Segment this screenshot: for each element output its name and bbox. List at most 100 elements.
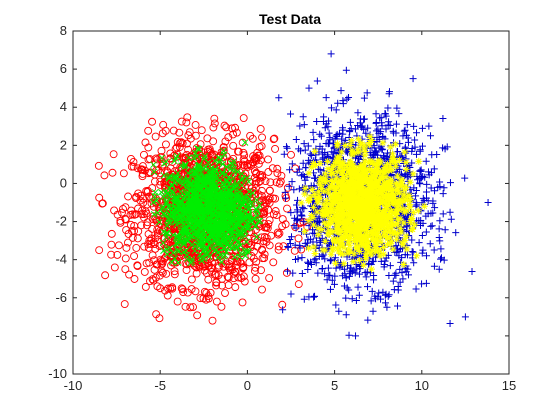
data-point [199,234,207,242]
data-point [153,197,160,204]
data-point [232,235,240,243]
data-point [205,228,212,236]
data-point [110,263,119,272]
data-point [354,283,362,291]
data-point [408,247,416,255]
data-point [148,184,157,193]
data-point [150,168,158,176]
data-point [393,104,401,112]
data-point [394,203,402,211]
data-point [221,219,229,227]
data-point [212,246,220,254]
data-point [298,203,306,211]
data-point [138,169,147,178]
data-point [221,137,230,146]
data-point [409,248,417,256]
data-point [461,313,469,321]
data-point [317,182,325,190]
data-point [155,242,164,251]
data-point [288,160,296,168]
data-point [377,257,385,265]
data-point [156,181,165,189]
data-point [210,119,219,128]
data-point [179,202,187,210]
data-point [394,230,402,238]
data-point [258,285,266,294]
data-point [425,122,433,130]
data-point [321,270,329,278]
data-point [185,189,192,197]
data-point [163,291,172,300]
data-point [311,147,319,155]
data-point [294,280,303,289]
data-point [346,118,354,126]
data-point [253,196,261,204]
data-point [179,288,188,297]
data-point [378,145,386,153]
data-point [275,179,284,188]
data-point [107,250,116,259]
data-point [239,114,248,122]
data-point [401,251,409,259]
data-point [373,151,381,159]
data-point [166,244,174,252]
data-point [238,181,246,189]
data-point [269,194,277,203]
data-point [186,233,195,242]
data-point [365,141,373,149]
data-point [163,190,171,198]
data-point [323,197,331,205]
data-point [232,164,241,173]
data-point [322,94,330,102]
data-point [309,159,317,167]
data-point [172,154,180,162]
data-point [298,254,306,262]
data-point [122,226,131,235]
data-point [134,189,143,198]
data-point [300,121,308,129]
data-point [306,193,314,201]
data-point [127,155,135,163]
data-point [195,145,203,153]
data-point [260,209,269,218]
data-point [318,252,326,260]
data-point [281,188,289,196]
data-point [420,202,428,210]
data-point [313,77,321,85]
data-point [300,217,308,225]
data-point [200,255,208,262]
data-point [324,165,332,173]
data-point [195,180,202,187]
data-point [296,244,304,252]
data-point [427,132,435,140]
data-point [239,272,248,281]
data-point [419,194,427,202]
data-point [245,206,253,213]
data-point [249,158,258,167]
data-point [226,226,234,233]
data-point [151,234,160,243]
data-point [188,187,195,195]
data-point [240,157,249,166]
data-point [270,134,279,143]
data-point [110,206,119,215]
data-point [372,119,380,127]
data-point [165,219,172,226]
data-point [339,100,347,108]
plot-area [73,31,509,374]
data-point [294,234,303,243]
data-point [366,165,374,173]
data-point [232,202,240,209]
data-point [326,134,334,142]
data-point [338,135,346,143]
data-point [343,95,351,103]
data-point [159,239,167,247]
data-point [308,151,316,159]
data-point [218,258,225,266]
data-point [351,149,359,157]
data-point [337,87,345,95]
data-point [222,170,230,178]
data-point [342,274,350,282]
data-point [365,193,373,201]
data-point [356,248,364,255]
